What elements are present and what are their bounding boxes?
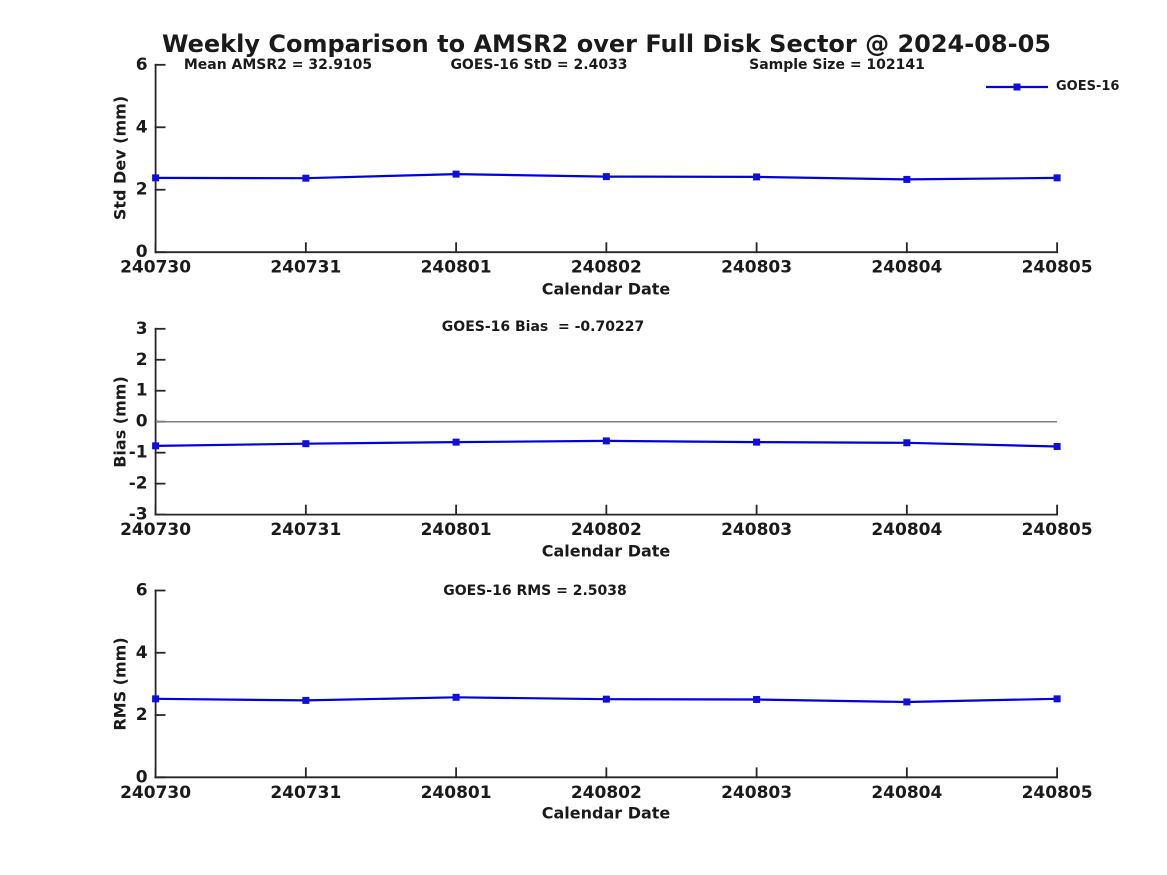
- y-tick-label: 2: [136, 705, 148, 725]
- y-tick-label: -3: [129, 505, 148, 525]
- data-point-marker: [152, 442, 160, 450]
- y-tick-label: 6: [136, 55, 148, 75]
- y-tick-label: 2: [136, 180, 148, 200]
- y-tick-label: 0: [136, 767, 148, 787]
- x-tick-label: 240805: [1022, 783, 1093, 803]
- legend-label: GOES-16: [1056, 79, 1120, 94]
- annotation-goes16-std: GOES-16 StD = 2.4033: [450, 57, 628, 73]
- x-tick-label: 240804: [871, 258, 942, 278]
- data-point-marker: [903, 439, 911, 447]
- data-point-marker: [903, 175, 911, 183]
- y-tick-label: 3: [136, 319, 148, 339]
- x-tick-label: 240804: [871, 783, 942, 803]
- data-point-marker: [1053, 442, 1061, 450]
- x-tick-label: 240730: [120, 783, 191, 803]
- data-point-marker: [302, 696, 310, 704]
- x-tick-label: 240803: [721, 783, 792, 803]
- data-point-marker: [452, 438, 460, 446]
- data-point-marker: [152, 174, 160, 182]
- x-tick-label: 240730: [120, 520, 191, 540]
- data-point-marker: [1053, 174, 1061, 182]
- annotation-sample-size: Sample Size = 102141: [749, 57, 925, 73]
- y-axis-label-rms: RMS (mm): [110, 637, 130, 731]
- y-tick-label: 6: [136, 581, 148, 601]
- y-axis-label-bias: Bias (mm): [110, 376, 130, 468]
- x-tick-label: 240804: [871, 520, 942, 540]
- y-tick-label: 4: [136, 643, 148, 663]
- y-tick-label: 4: [136, 117, 148, 137]
- x-tick-label: 240803: [721, 258, 792, 278]
- x-tick-label: 240801: [421, 783, 492, 803]
- x-axis-label-2: Calendar Date: [541, 541, 671, 561]
- data-point-marker: [753, 695, 761, 703]
- y-tick-label: 0: [136, 242, 148, 262]
- data-point-marker: [302, 174, 310, 182]
- data-point-marker: [903, 698, 911, 706]
- x-tick-label: 240805: [1022, 520, 1093, 540]
- y-axis-label-stddev: Std Dev (mm): [110, 95, 130, 221]
- annotation-goes16-bias: GOES-16 Bias = -0.70227: [441, 319, 645, 335]
- x-tick-label: 240731: [270, 520, 341, 540]
- data-point-marker: [1053, 695, 1061, 703]
- x-tick-label: 240731: [270, 258, 341, 278]
- y-tick-label: 2: [136, 350, 148, 370]
- y-tick-label: 0: [136, 412, 148, 432]
- x-tick-label: 240802: [571, 520, 642, 540]
- y-tick-label: -1: [129, 443, 148, 463]
- data-point-marker: [302, 440, 310, 448]
- legend-line-sample: [986, 83, 1048, 90]
- y-tick-label: 1: [136, 381, 148, 401]
- x-tick-label: 240803: [721, 520, 792, 540]
- x-axis-label-3: Calendar Date: [541, 803, 671, 823]
- data-point-marker: [602, 173, 610, 181]
- data-point-marker: [452, 693, 460, 701]
- x-tick-label: 240802: [571, 783, 642, 803]
- data-point-marker: [753, 438, 761, 446]
- legend-marker-icon: [1013, 83, 1021, 90]
- annotation-mean-amsr2: Mean AMSR2 = 32.9105: [183, 57, 373, 73]
- data-point-marker: [753, 173, 761, 181]
- x-axis-label-1: Calendar Date: [541, 279, 671, 299]
- data-point-marker: [602, 437, 610, 445]
- x-tick-label: 240801: [421, 258, 492, 278]
- data-point-marker: [152, 695, 160, 703]
- y-tick-label: -2: [129, 474, 148, 494]
- x-tick-label: 240805: [1022, 258, 1093, 278]
- x-tick-label: 240802: [571, 258, 642, 278]
- data-point-marker: [602, 695, 610, 703]
- x-tick-label: 240801: [421, 520, 492, 540]
- annotation-goes16-rms: GOES-16 RMS = 2.5038: [443, 583, 627, 599]
- chart-title: Weekly Comparison to AMSR2 over Full Dis…: [162, 30, 1051, 58]
- x-tick-label: 240730: [120, 258, 191, 278]
- legend: GOES-16: [985, 79, 1119, 94]
- data-point-marker: [452, 170, 460, 178]
- x-tick-label: 240731: [270, 783, 341, 803]
